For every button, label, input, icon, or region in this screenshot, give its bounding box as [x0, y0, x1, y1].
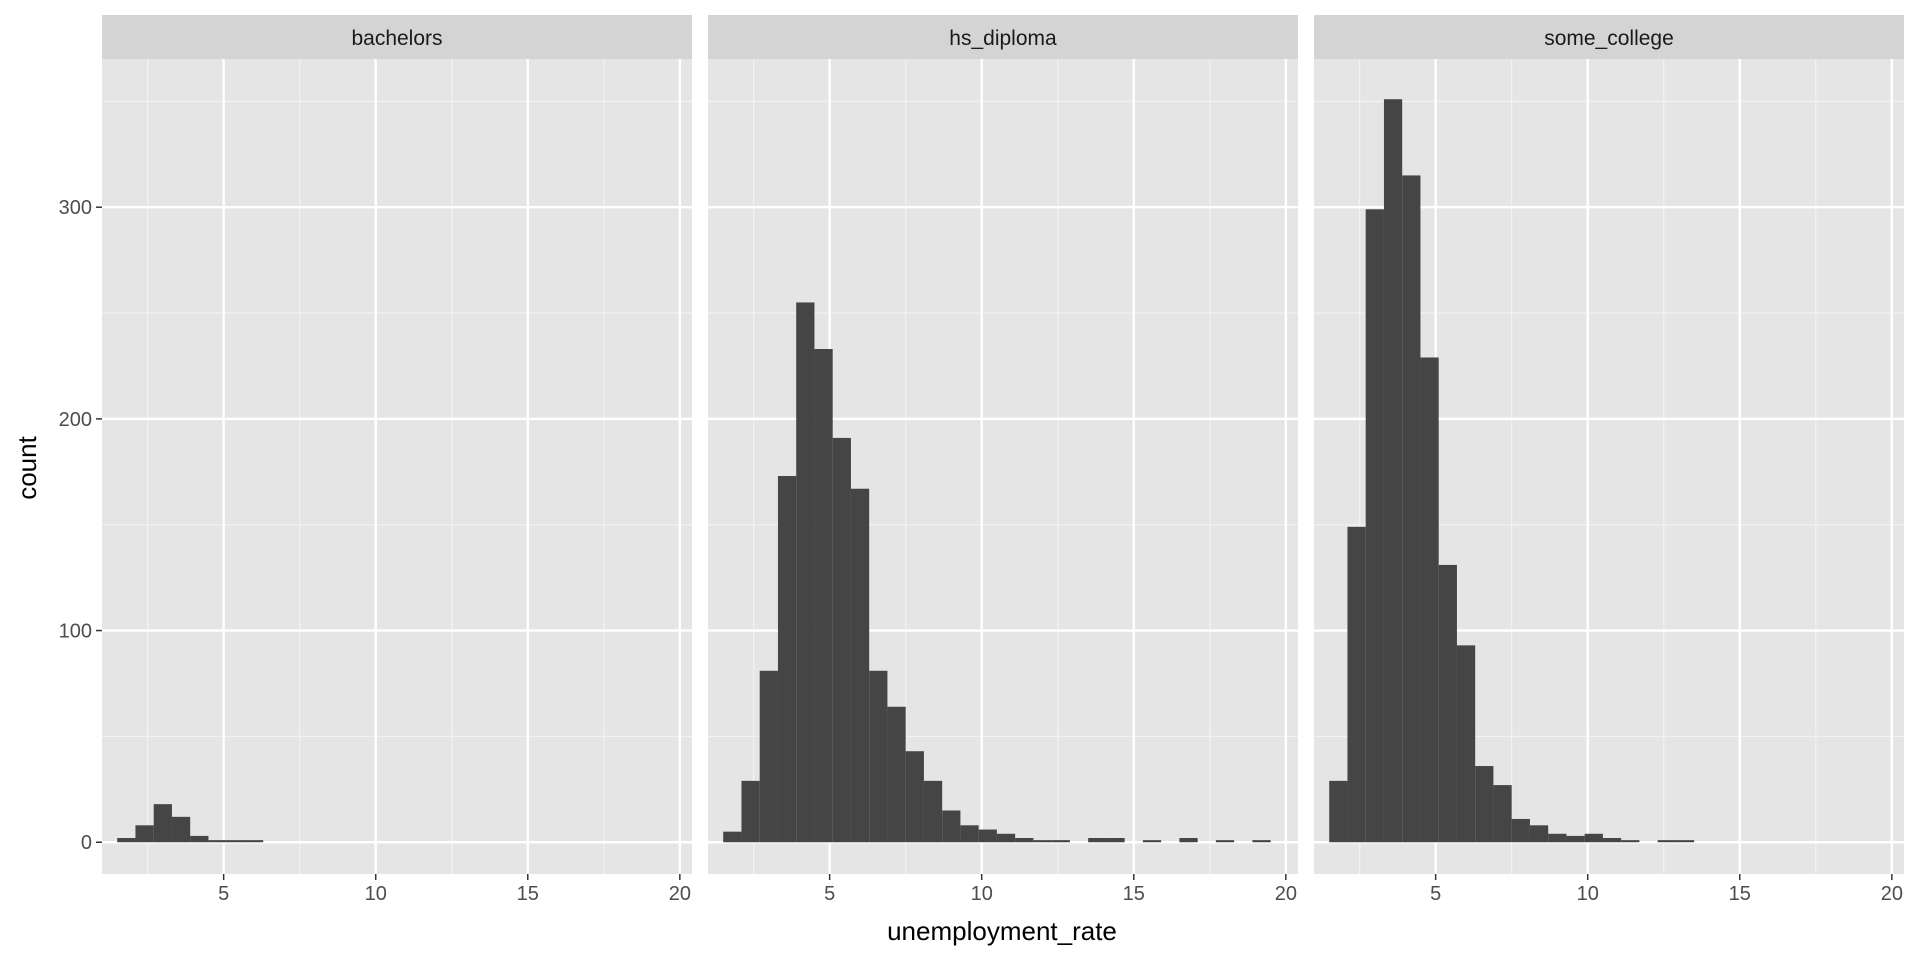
histogram-bar: [1529, 825, 1549, 843]
histogram-bar: [1566, 835, 1585, 843]
histogram-bar: [814, 349, 833, 843]
x-tick-label: 5: [218, 883, 229, 905]
x-tick-label: 10: [365, 883, 387, 905]
panel-background: [102, 59, 692, 874]
histogram-bar: [1438, 564, 1457, 843]
histogram-bar: [741, 780, 760, 843]
histogram-bar: [1420, 357, 1439, 843]
x-tick-label: 10: [971, 883, 993, 905]
facet-strip-label: bachelors: [351, 27, 442, 50]
histogram-bar: [1456, 645, 1476, 843]
histogram-bar: [832, 437, 851, 843]
histogram-bar: [1329, 780, 1348, 843]
histogram-bar: [1106, 838, 1125, 843]
facet-some_college: some_college 5 10 15 20: [1314, 15, 1904, 905]
histogram-bar: [1015, 838, 1034, 843]
y-tick-label: 0: [81, 832, 92, 854]
y-axis-title: count: [12, 435, 42, 499]
histogram-bar: [1475, 766, 1494, 843]
x-tick-label: 20: [1881, 883, 1903, 905]
histogram-bar: [869, 670, 888, 843]
histogram-bar: [1088, 838, 1107, 843]
histogram-bar: [978, 829, 997, 843]
facet-bachelors: bachelors 5 10 15 20: [102, 15, 692, 905]
histogram-bar: [1621, 840, 1640, 843]
histogram-bar: [190, 835, 209, 843]
histogram-bar: [1252, 840, 1271, 843]
y-axis: 0 100 200 300: [59, 197, 102, 854]
x-tick-label: 20: [669, 883, 691, 905]
facet-strip-label: hs_diploma: [949, 27, 1057, 50]
histogram-bar: [1584, 833, 1603, 843]
histogram-bar: [1511, 818, 1530, 843]
x-tick-label: 5: [824, 883, 835, 905]
histogram-bar: [759, 670, 778, 843]
histogram-bar: [208, 840, 227, 843]
histogram-bar: [244, 840, 264, 843]
histogram-bar: [1548, 833, 1567, 843]
x-tick-label: 5: [1430, 883, 1441, 905]
histogram-bar: [887, 706, 906, 843]
y-tick-label: 300: [59, 197, 92, 219]
histogram-bar: [117, 838, 136, 843]
y-tick-label: 200: [59, 409, 92, 431]
histogram-bar: [1179, 838, 1198, 843]
histogram-bar: [850, 488, 870, 843]
x-axis-title: unemployment_rate: [887, 916, 1117, 946]
histogram-bar: [1142, 840, 1162, 843]
histogram-bar: [923, 780, 943, 843]
histogram-bar: [996, 833, 1016, 843]
x-tick-label: 15: [517, 883, 539, 905]
histogram-bar: [960, 825, 979, 843]
histogram-bar: [171, 816, 191, 843]
histogram-bar: [723, 831, 742, 843]
histogram-bar: [153, 804, 172, 843]
x-tick-label: 15: [1729, 883, 1751, 905]
histogram-bar: [1051, 840, 1070, 843]
histogram-bar: [796, 302, 815, 843]
histogram-bar: [1493, 785, 1512, 843]
histogram-bar: [226, 840, 245, 843]
y-tick-label: 100: [59, 621, 92, 643]
histogram-bar: [1402, 175, 1421, 843]
histogram-bar: [135, 825, 154, 843]
histogram-bar: [942, 810, 961, 843]
facet-strip: [708, 15, 1298, 59]
histogram-bar: [1657, 840, 1676, 843]
histogram-bar: [1675, 840, 1695, 843]
histogram-bar: [1215, 840, 1235, 843]
histogram-bar: [1602, 838, 1622, 843]
x-tick-label: 10: [1577, 883, 1599, 905]
x-tick-label: 20: [1275, 883, 1297, 905]
histogram-bar: [1365, 209, 1384, 843]
histogram-bar: [1033, 840, 1052, 843]
facet-strip: [102, 15, 692, 59]
x-tick-label: 15: [1123, 883, 1145, 905]
facet-hs_diploma: hs_diploma 5 10 15 20: [708, 15, 1298, 905]
histogram-bar: [777, 476, 797, 843]
histogram-bar: [1383, 99, 1403, 843]
histogram-bar: [905, 751, 924, 843]
facet-strip: [1314, 15, 1904, 59]
histogram-bar: [1347, 526, 1366, 843]
facet-strip-label: some_college: [1544, 27, 1674, 50]
